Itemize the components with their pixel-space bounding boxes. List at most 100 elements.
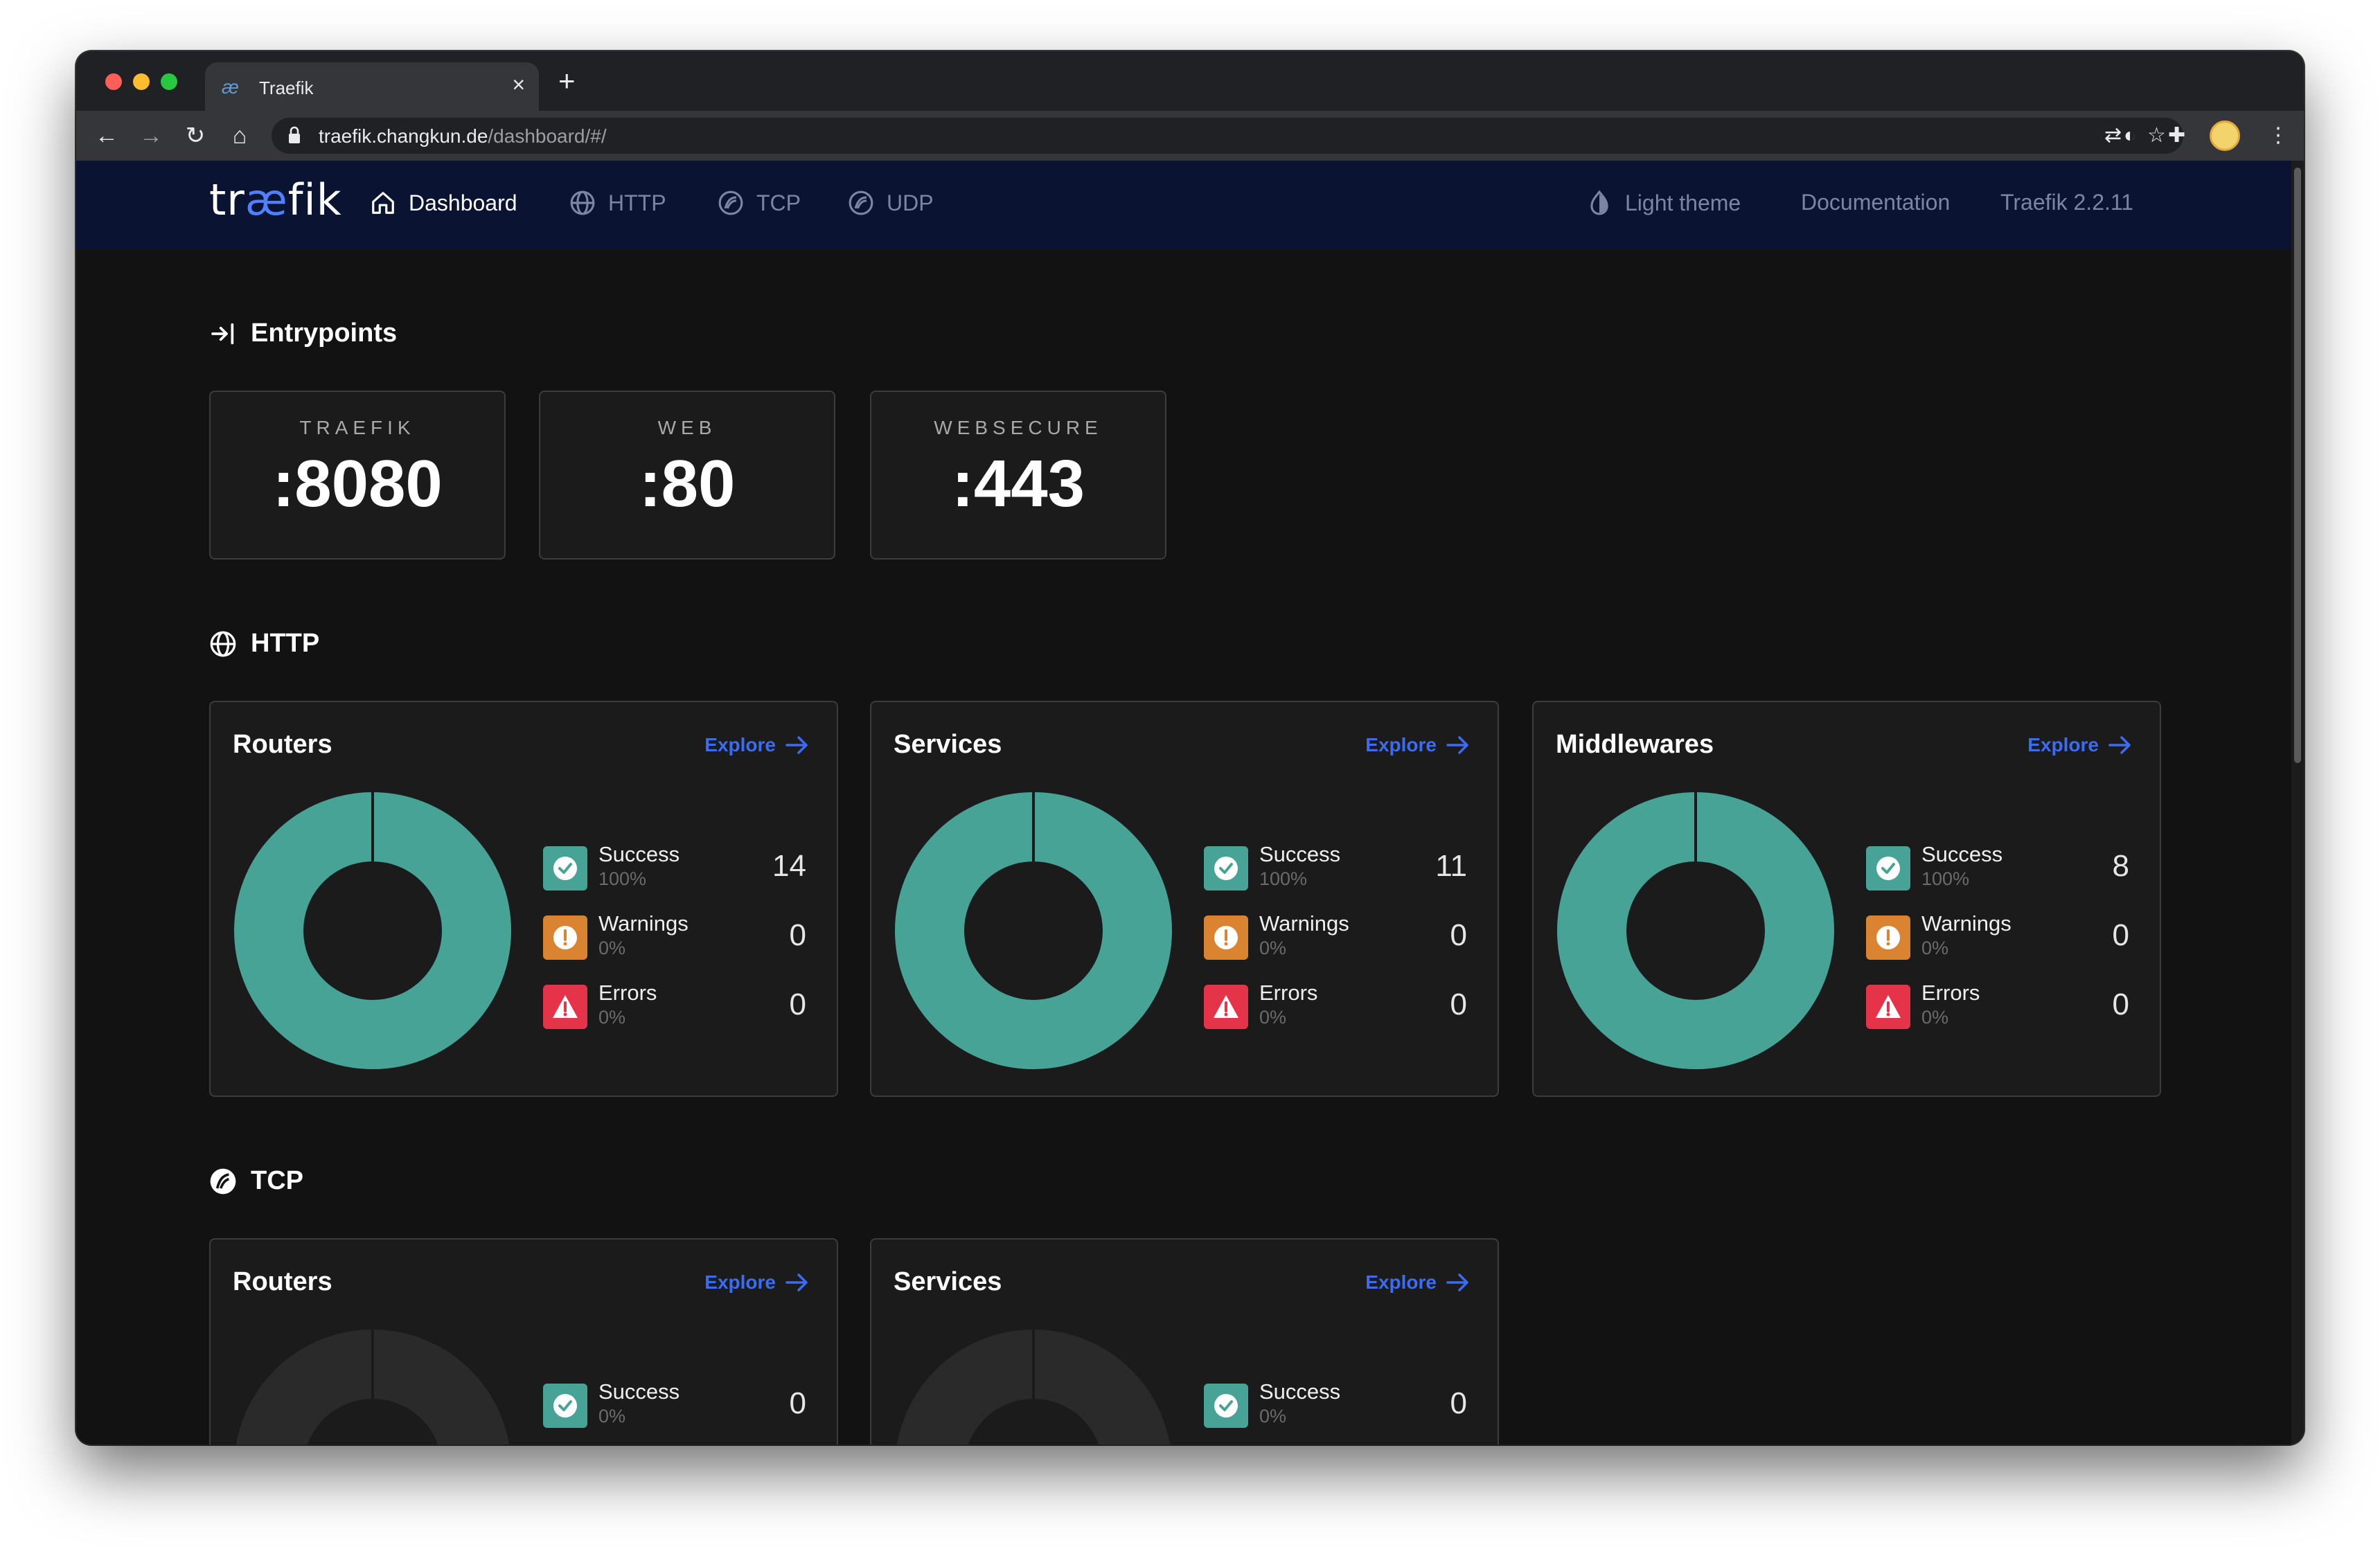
explore-link[interactable]: Explore xyxy=(1365,1271,1470,1294)
nav-label: UDP xyxy=(887,190,934,215)
stat-errors[interactable]: Errors 0% 0 xyxy=(543,978,806,1040)
scrollbar-thumb[interactable] xyxy=(2294,168,2301,763)
reload-icon[interactable]: ↻ xyxy=(185,123,206,149)
extension-icon[interactable]: ◐ xyxy=(2124,124,2137,147)
stat-percentage: 0% xyxy=(1259,1007,1287,1028)
back-arrow-icon[interactable]: ← xyxy=(95,123,118,149)
stat-warnings[interactable]: Warnings 0% 0 xyxy=(543,909,806,971)
section-title-text: HTTP xyxy=(251,629,320,658)
explore-label: Explore xyxy=(704,734,776,755)
warning-triangle-icon xyxy=(1876,995,1901,1018)
stat-label: Success xyxy=(1921,842,2003,866)
zoom-window-button[interactable] xyxy=(161,73,177,90)
stat-count: 0 xyxy=(2112,918,2129,952)
entrypoint-port: :8080 xyxy=(272,447,443,521)
stat-count: 14 xyxy=(772,849,806,883)
tab-title: Traefik xyxy=(259,78,314,98)
arrow-right-icon xyxy=(1446,736,1468,754)
tcp-icon xyxy=(210,1168,236,1194)
theme-drop-icon xyxy=(1590,190,1608,215)
nav-tcp[interactable]: TCP xyxy=(718,190,801,216)
check-icon xyxy=(553,1394,577,1418)
explore-link[interactable]: Explore xyxy=(704,734,809,756)
traefik-navbar: træfik Dashboard HTTP TCP UDP Light them… xyxy=(76,161,2291,249)
entrypoint-port: :80 xyxy=(639,447,736,521)
check-icon xyxy=(1876,857,1900,880)
success-badge xyxy=(1204,1384,1248,1428)
section-title-text: TCP xyxy=(251,1166,303,1195)
stat-label: Errors xyxy=(598,981,657,1005)
nav-label: Dashboard xyxy=(409,190,517,215)
traefik-logo[interactable]: træfik xyxy=(209,175,342,225)
documentation-link[interactable]: Documentation xyxy=(1801,190,1950,215)
explore-label: Explore xyxy=(1365,1271,1437,1293)
new-tab-button[interactable]: + xyxy=(558,64,576,97)
stat-success[interactable]: Success 100% 14 xyxy=(543,839,806,902)
exclamation-icon xyxy=(1214,926,1238,949)
success-badge xyxy=(543,846,587,891)
stat-errors[interactable]: Errors 0% 0 xyxy=(1204,978,1467,1040)
stat-warnings[interactable]: Warnings 0% 0 xyxy=(1866,909,2129,971)
puzzle-extensions-icon[interactable]: ✚ xyxy=(2168,124,2186,147)
http-middlewares-card: Middlewares Explore Success 100% 8 Warni… xyxy=(1532,701,2161,1097)
arrow-right-icon xyxy=(785,1273,808,1291)
version-label: Traefik 2.2.11 xyxy=(2000,190,2133,215)
nav-dashboard[interactable]: Dashboard xyxy=(370,190,517,216)
status-donut-chart xyxy=(1557,792,1834,1069)
explore-link[interactable]: Explore xyxy=(1365,734,1470,756)
entrypoint-card-websecure: WEBSECURE :443 xyxy=(870,391,1166,560)
tcp-routers-card: Routers Explore Success 0% 0 xyxy=(209,1238,838,1445)
success-badge xyxy=(1866,846,1910,891)
arrow-right-icon xyxy=(1446,1273,1468,1291)
stat-percentage: 100% xyxy=(1921,868,1970,889)
card-title: Middlewares xyxy=(1556,730,1714,759)
empty-donut-chart xyxy=(897,1330,1170,1445)
stat-success[interactable]: Success 100% 8 xyxy=(1866,839,2129,902)
stat-count: 0 xyxy=(1450,987,1467,1021)
url-text[interactable]: traefik.changkun.de/dashboard/#/ xyxy=(319,125,607,147)
stat-warnings[interactable]: Warnings 0% 0 xyxy=(1204,909,1467,971)
explore-link[interactable]: Explore xyxy=(2027,734,2132,756)
close-window-button[interactable] xyxy=(105,73,122,90)
stat-label: Warnings xyxy=(1921,911,2012,936)
stat-percentage: 0% xyxy=(598,1406,626,1427)
nav-http[interactable]: HTTP xyxy=(569,190,666,216)
docs-label: Documentation xyxy=(1801,190,1951,215)
translate-icon[interactable]: ⇄ xyxy=(2104,124,2122,147)
check-icon xyxy=(1214,1394,1238,1418)
nav-udp[interactable]: UDP xyxy=(848,190,934,216)
profile-avatar[interactable] xyxy=(2210,120,2240,151)
browser-tab[interactable]: æ Traefik × xyxy=(205,62,539,111)
theme-label: Light theme xyxy=(1625,190,1741,215)
stat-success[interactable]: Success 0% 0 xyxy=(543,1377,806,1439)
stat-errors[interactable]: Errors 0% 0 xyxy=(1866,978,2129,1040)
tab-close-icon[interactable]: × xyxy=(512,72,525,97)
udp-icon xyxy=(849,190,873,215)
more-menu-icon[interactable]: ⋮ xyxy=(2268,124,2289,147)
address-bar[interactable]: traefik.changkun.de/dashboard/#/ ⇄ ☆ xyxy=(272,118,2183,154)
arrow-right-icon xyxy=(785,736,808,754)
home-button-icon[interactable]: ⌂ xyxy=(232,123,247,149)
light-theme-toggle[interactable]: Light theme xyxy=(1586,190,1741,216)
version-text: Traefik 2.2.11 xyxy=(2000,190,2134,215)
page-scrollbar[interactable] xyxy=(2291,161,2304,1445)
explore-link[interactable]: Explore xyxy=(704,1271,809,1294)
stat-success[interactable]: Success 0% 0 xyxy=(1204,1377,1467,1439)
check-icon xyxy=(553,857,577,880)
stat-count: 0 xyxy=(1450,1386,1467,1420)
stat-success[interactable]: Success 100% 11 xyxy=(1204,839,1467,902)
explore-label: Explore xyxy=(2027,734,2099,755)
forward-arrow-icon[interactable]: → xyxy=(139,123,163,149)
arrow-right-icon xyxy=(2108,736,2131,754)
stat-label: Success xyxy=(598,842,680,866)
bookmark-star-icon[interactable]: ☆ xyxy=(2147,124,2166,147)
stat-label: Errors xyxy=(1921,981,1980,1005)
stat-count: 0 xyxy=(1450,918,1467,952)
nav-label: TCP xyxy=(756,190,801,215)
entrypoint-port: :443 xyxy=(951,447,1085,521)
stat-label: Success xyxy=(598,1379,680,1404)
minimize-window-button[interactable] xyxy=(133,73,150,90)
stat-count: 0 xyxy=(789,1386,806,1420)
tcp-heading: TCP xyxy=(209,1166,303,1196)
traefik-favicon-icon: æ xyxy=(222,76,239,98)
